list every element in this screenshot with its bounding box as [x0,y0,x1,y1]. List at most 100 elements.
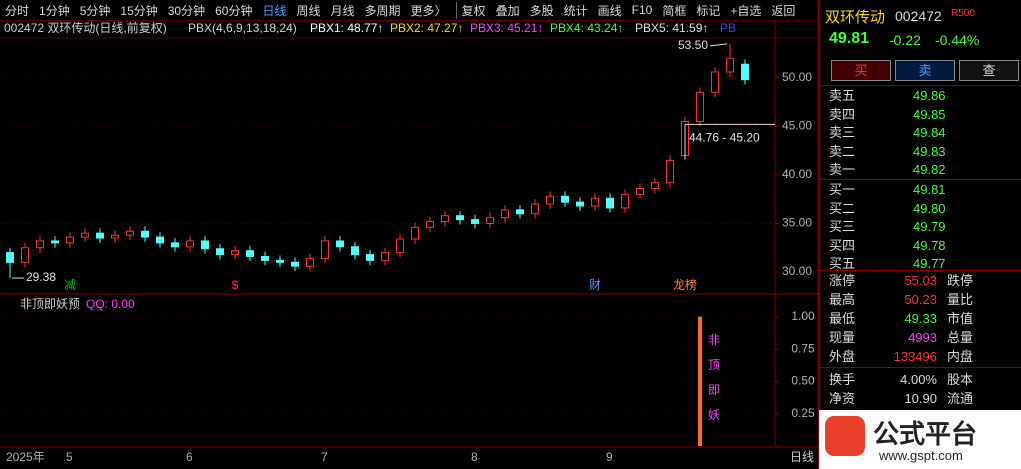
candle-body [141,230,149,238]
order-price: 49.85 [913,106,946,122]
quote-price: 49.81 [829,30,870,47]
candle-body [231,250,239,256]
stat-value: 10.90 [904,391,937,406]
toolbar-button[interactable]: 月线 [330,3,355,18]
indicator-name: PBX(4,6,9,13,18,24) [188,21,297,35]
candle-body [711,71,719,93]
order-price: 49.78 [913,237,946,253]
toolbar-button[interactable]: 分时 [5,3,30,18]
candle-body [636,188,644,195]
toolbar-button[interactable]: 简框 [662,3,687,18]
order-label: 卖四 [829,106,856,122]
candle-body [156,236,164,244]
stat-value: 133496 [893,349,937,364]
stat-label: 最高 [829,292,856,307]
candle-body [216,248,224,256]
candle-body [111,234,119,239]
order-price: 49.82 [913,162,946,177]
trade-button[interactable]: 买 [831,60,891,81]
toolbar-button[interactable]: 5分钟 [79,3,111,18]
toolbar-button[interactable]: 60分钟 [215,3,253,18]
toolbar-button[interactable]: 1分钟 [39,3,70,18]
candle-body [96,232,104,239]
candle-body [36,240,44,249]
legend-entry: PBX2: 47.27↑ [390,21,463,35]
order-row: 卖三 49.84 [819,123,1021,142]
stat-label: 涨停 [829,273,856,288]
order-label: 买五 [829,256,856,271]
order-row: 买四 49.78 [819,236,1021,255]
order-price: 49.86 [913,88,946,103]
stat-label: 内盘 [947,349,974,364]
stat-row: 最低 49.33 市值 [819,309,1021,328]
candle-body [396,238,404,254]
toolbar: 分时 1分钟 5分钟 15分钟 30分钟 60分钟 日线 周线 月线 多周期 更多〉 复权 叠加 多股 统计… [0,0,818,21]
candle-body [81,232,89,238]
candle-body [726,57,734,73]
stat-value: 50.23 [904,292,937,307]
x-tick-label: 2025年 [6,450,45,464]
x-tick-label: 7 [321,450,328,464]
candle-body [21,247,29,263]
toolbar-button[interactable]: 多股 [529,3,554,18]
toolbar-button[interactable]: 30分钟 [167,3,206,18]
quote-code: 002472 [895,8,942,24]
stat-value: 49.33 [904,311,937,326]
chart-title: 002472 双环传动(日线,前复权) [4,20,167,35]
quote-panel: 双环传动 002472 R500 49.81 -0.22 -0.44% 买卖查卖五 49.86… [818,0,1021,469]
bar-annotation: 非顶即妖 [708,333,720,422]
stat-label: 市值 [947,311,974,326]
logo-url: www.gspt.com [879,448,963,463]
candle-body [276,259,284,263]
order-price: 49.81 [913,182,946,197]
toolbar-button[interactable]: +自选 [730,3,762,18]
toolbar-button[interactable]: 日线 [262,3,287,18]
x-tick-label: 9 [606,450,613,464]
candle-body [591,197,599,207]
order-row: 买三 49.79 [819,217,1021,236]
legend-entry: PB [720,21,736,35]
divider [819,85,1021,86]
logo-icon [825,416,865,456]
toolbar-button[interactable]: 标记 [696,3,721,18]
quote-change: -0.22 [889,32,921,48]
candle-body [336,240,344,248]
candle-body [516,209,524,215]
toolbar-button[interactable]: F10 [631,3,653,17]
period-label: 日线 [790,450,814,464]
candle-body [501,209,509,219]
candle-body [606,197,614,209]
toolbar-button[interactable]: 叠加 [495,3,520,18]
candle-body [576,201,584,207]
pointer [709,43,728,47]
high-label: 53.50 [678,38,708,52]
toolbar-button[interactable]: 15分钟 [120,3,158,18]
candle-body [306,257,314,267]
order-price: 49.79 [913,219,946,234]
logo: 公式平台 www.gspt.com [819,410,1021,469]
order-row: 买一 49.81 [819,180,1021,199]
y-tick-label: 50.00 [782,70,812,84]
quote-pct: -0.44% [935,32,980,48]
toolbar-button[interactable]: 统计 [563,3,588,18]
divider [819,270,1021,271]
toolbar-button[interactable]: 复权 [455,1,491,19]
order-row: 卖四 49.85 [819,105,1021,124]
stat-label: 换手 [829,372,856,387]
toolbar-button[interactable]: 画线 [597,3,622,18]
event-marker: $ [232,278,239,292]
candle-body [456,215,464,221]
trade-button[interactable]: 查 [959,60,1019,81]
candle-body [546,195,554,205]
toolbar-button[interactable]: 更多〉 [410,3,447,18]
order-row: 卖一 49.82 [819,160,1021,179]
toolbar-button[interactable]: 周线 [296,3,321,18]
y-tick-label: 1.00 [791,309,815,323]
toolbar-button[interactable]: 多周期 [364,3,401,18]
candle-body [186,240,194,248]
y-tick-label: 0.25 [791,406,815,420]
toolbar-button[interactable]: 返回 [771,3,796,18]
trade-button[interactable]: 卖 [895,60,955,81]
event-marker: 财 [589,278,601,292]
panel-title: 非顶即妖预 [20,297,80,311]
